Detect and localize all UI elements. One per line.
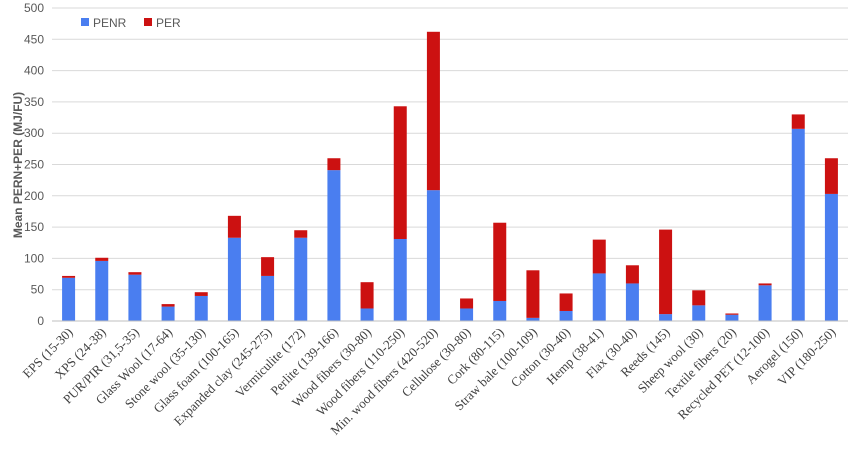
bar-penr [393,238,407,321]
bar-penr [294,237,308,321]
y-axis-label: Mean PERN+PER (MJ/FU) [11,92,25,238]
y-tick-label: 350 [24,95,44,109]
legend-label-per: PER [156,16,181,30]
bar-per [592,239,606,274]
bar-per [791,114,805,129]
bar-penr [791,128,805,321]
bar-per [194,292,208,296]
bar-penr [659,314,673,321]
bar-penr [692,305,706,321]
bar-per [294,230,308,238]
gridlines [52,7,848,291]
bar-per [659,229,673,315]
x-axis-ticks: EPS (15-30)XPS (24-38)PUR/PIR (31,5-35)G… [19,325,838,438]
y-tick-label: 300 [24,126,44,140]
bars [62,31,838,321]
y-tick-label: 400 [24,64,44,78]
bar-per [758,283,772,286]
bar-penr [526,317,540,321]
y-tick-label: 500 [24,1,44,15]
y-tick-label: 50 [31,283,45,297]
bar-per [62,275,76,278]
y-tick-label: 0 [37,314,44,328]
y-tick-label: 150 [24,220,44,234]
bar-penr [592,273,606,321]
bar-penr [360,308,374,321]
bar-per [95,257,109,261]
legend: PENR PER [81,16,181,30]
bar-per [725,313,739,315]
bar-per [559,293,573,311]
bar-penr [95,260,109,321]
bar-per [227,215,241,238]
bar-penr [161,306,175,321]
bar-penr [426,190,440,321]
bar-per [526,270,540,318]
bar-penr [824,193,838,321]
y-tick-label: 100 [24,251,44,265]
bar-penr [559,310,573,321]
bar-penr [625,283,639,321]
legend-swatch-per [144,18,152,26]
bar-penr [194,295,208,321]
bar-per [824,158,838,194]
y-axis-ticks: 0 50 100 150 200 250 300 350 400 450 500 [24,1,44,328]
bar-per [625,265,639,284]
bar-penr [460,308,474,321]
bar-per [460,298,474,309]
bar-per [426,31,440,191]
bar-per [393,106,407,239]
bar-per [327,158,341,171]
bar-per [261,257,275,276]
bar-penr [327,170,341,321]
legend-label-penr: PENR [93,16,127,30]
legend-swatch-penr [81,18,89,26]
bar-per [692,290,706,306]
bar-per [493,222,507,301]
bar-per [128,272,142,275]
bar-penr [128,274,142,321]
bar-penr [261,275,275,321]
bar-penr [725,314,739,321]
bar-penr [62,277,76,321]
bar-penr [493,300,507,321]
y-tick-label: 450 [24,32,44,46]
bar-per [360,282,374,309]
bar-penr [758,285,772,321]
y-tick-label: 200 [24,189,44,203]
y-tick-label: 250 [24,158,44,172]
bar-penr [227,237,241,321]
bar-per [161,304,175,307]
